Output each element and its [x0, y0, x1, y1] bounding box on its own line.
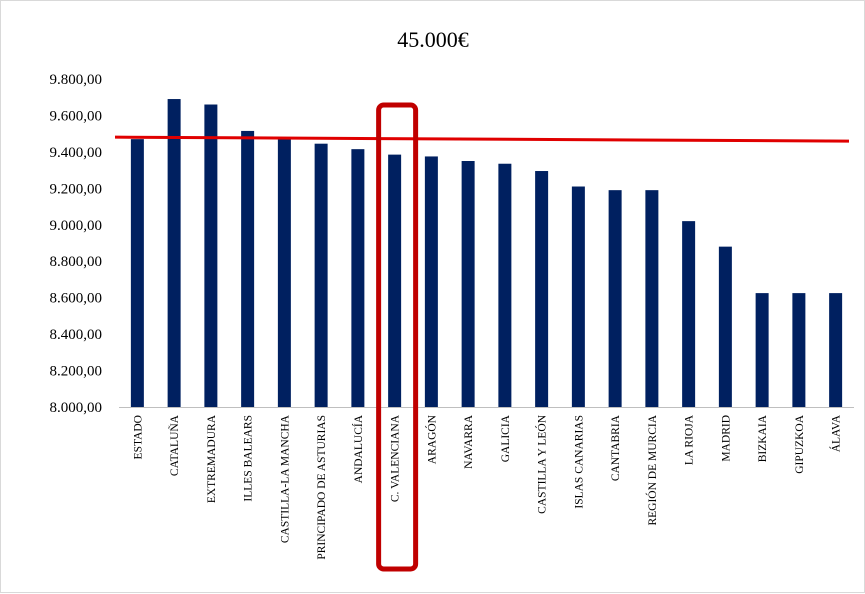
bars: [130, 99, 843, 408]
bar: [682, 221, 696, 407]
bar: [608, 190, 622, 407]
bar: [571, 186, 585, 407]
bar: [130, 139, 144, 407]
y-tick-label: 9.200,00: [50, 181, 103, 197]
y-tick-label: 9.600,00: [50, 108, 103, 124]
x-tick-label: CATALUÑA: [167, 414, 181, 476]
bar: [204, 104, 218, 407]
y-tick-label: 8.600,00: [50, 291, 103, 307]
y-tick-label: 8.200,00: [50, 364, 103, 380]
y-tick-label: 8.800,00: [50, 254, 103, 270]
x-tick-label: ISLAS CANARIAS: [573, 415, 585, 509]
highlight-box: [376, 102, 419, 572]
x-tick-label: GIPUZKOA: [794, 414, 806, 473]
x-tick-label: GALICIA: [500, 414, 512, 462]
y-axis: 8.000,00 8.200,00 8.400,00 8.600,00 8.800,00…: [50, 72, 103, 416]
bar: [645, 190, 659, 407]
x-tick-label: ILLES BALEARS: [243, 415, 255, 502]
bar: [718, 246, 732, 407]
x-tick-label: ANDALUCÍA: [351, 414, 365, 483]
x-tick-label: CASTILLA-LA MANCHA: [279, 414, 291, 543]
x-tick-label: CANTABRIA: [610, 414, 622, 481]
x-tick-label: LA RIOJA: [684, 414, 696, 465]
x-tick-label: ÁLAVA: [829, 414, 843, 452]
bar: [277, 138, 291, 407]
x-tick-label: C. VALENCIANA: [390, 414, 402, 502]
bar: [388, 154, 402, 407]
bar: [351, 149, 365, 407]
x-tick-label: PRINCIPADO DE ASTURIAS: [316, 415, 328, 560]
overlays: [114, 102, 850, 572]
y-tick-label: 9.000,00: [50, 218, 103, 234]
x-tick-label: REGIÓN DE MURCIA: [645, 414, 659, 525]
bar: [829, 293, 843, 407]
bar: [498, 163, 512, 407]
bar: [424, 156, 438, 407]
x-tick-label: MADRID: [720, 415, 732, 462]
x-tick-label: ESTADO: [132, 415, 144, 459]
x-tick-label: EXTREMADURA: [206, 414, 218, 503]
y-tick-label: 8.400,00: [50, 327, 103, 343]
y-tick-label: 9.400,00: [50, 145, 103, 161]
x-tick-label: CASTILLA Y LEÓN: [535, 414, 549, 514]
bar: [535, 171, 549, 407]
bar: [241, 130, 255, 407]
bar: [755, 293, 769, 407]
bar: [792, 293, 806, 407]
x-tick-label: ARAGÓN: [424, 414, 438, 464]
bar: [314, 143, 328, 407]
x-tick-label: NAVARRA: [463, 414, 475, 469]
bar: [167, 99, 181, 408]
bar: [461, 161, 475, 407]
y-tick-label: 9.800,00: [50, 72, 103, 88]
chart-title: 45.000€: [397, 27, 469, 52]
x-tick-label: BIZKAIA: [757, 414, 769, 462]
reference-line: [114, 135, 850, 143]
x-axis: ESTADO CATALUÑA EXTREMADURA ILLES BALEARS CA…: [119, 407, 854, 560]
y-tick-label: 8.000,00: [50, 400, 103, 416]
